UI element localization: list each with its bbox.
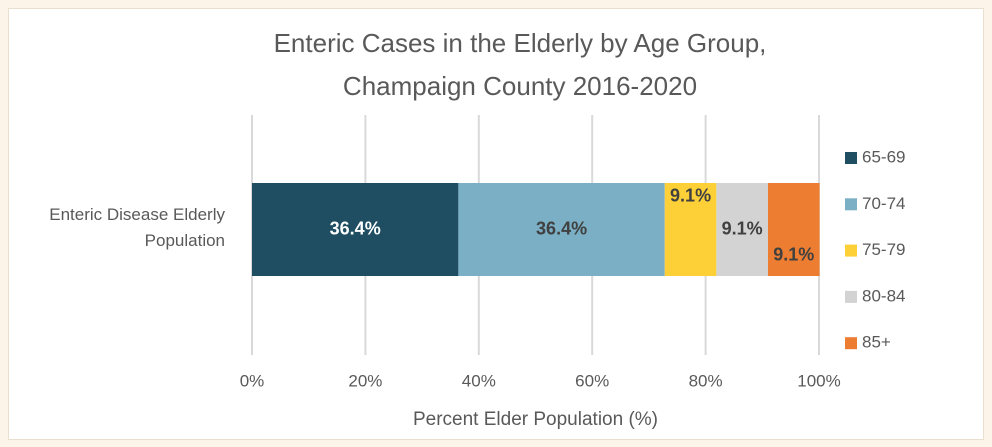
legend-label: 70-74 bbox=[862, 194, 905, 213]
data-label: 9.1% bbox=[670, 185, 711, 205]
legend-label: 80-84 bbox=[862, 286, 905, 305]
x-tick-label: 60% bbox=[575, 371, 609, 390]
x-tick-label: 20% bbox=[348, 371, 382, 390]
bar-segment bbox=[664, 183, 717, 276]
legend-label: 75-79 bbox=[862, 240, 905, 259]
x-tick-label: 100% bbox=[797, 371, 840, 390]
legend-swatch bbox=[845, 152, 857, 164]
legend-label: 65-69 bbox=[862, 147, 905, 166]
data-label: 36.4% bbox=[330, 218, 381, 238]
x-axis-title: Percent Elder Population (%) bbox=[413, 409, 658, 430]
x-tick-label: 0% bbox=[240, 371, 265, 390]
legend-label: 85+ bbox=[862, 333, 891, 352]
data-label: 36.4% bbox=[536, 218, 587, 238]
data-label: 9.1% bbox=[773, 244, 814, 264]
chart-title: Enteric Cases in the Elderly by Age Grou… bbox=[273, 28, 767, 101]
data-label: 9.1% bbox=[722, 218, 763, 238]
legend-swatch bbox=[845, 337, 857, 350]
legend-swatch bbox=[845, 244, 857, 257]
bar-segment bbox=[767, 183, 820, 276]
bar-segment bbox=[716, 183, 768, 276]
legend-swatch bbox=[845, 290, 857, 303]
bar-segment bbox=[458, 183, 665, 276]
bar-segment bbox=[252, 183, 459, 276]
x-tick-label: 40% bbox=[462, 371, 496, 390]
x-tick-label: 80% bbox=[689, 371, 723, 390]
legend-swatch bbox=[845, 198, 857, 211]
category-label: Enteric Disease Elderly Population bbox=[49, 205, 225, 250]
